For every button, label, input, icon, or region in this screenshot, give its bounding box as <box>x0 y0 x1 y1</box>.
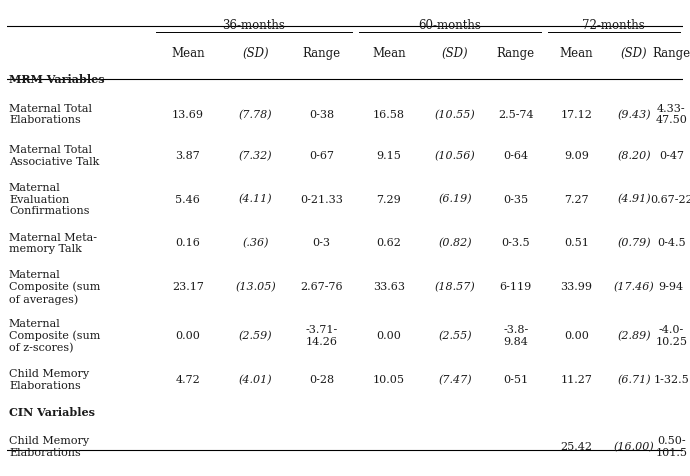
Text: Range: Range <box>302 47 340 60</box>
Text: 9.15: 9.15 <box>377 151 402 161</box>
Text: (6.71): (6.71) <box>618 375 651 385</box>
Text: 0-4.5: 0-4.5 <box>657 238 686 248</box>
Text: Mean: Mean <box>372 47 406 60</box>
Text: (16.00): (16.00) <box>613 442 654 452</box>
Text: (13.05): (13.05) <box>235 282 276 292</box>
Text: 13.69: 13.69 <box>172 109 204 119</box>
Text: Range: Range <box>497 47 535 60</box>
Text: 16.58: 16.58 <box>373 109 405 119</box>
Text: (4.91): (4.91) <box>618 194 651 205</box>
Text: 72-months: 72-months <box>582 19 645 31</box>
Text: 0-21.33: 0-21.33 <box>300 195 343 205</box>
Text: 0-38: 0-38 <box>308 109 334 119</box>
Text: 0.00: 0.00 <box>175 331 200 341</box>
Text: (7.32): (7.32) <box>239 150 273 161</box>
Text: 9.09: 9.09 <box>564 151 589 161</box>
Text: Maternal
Composite (sum
of averages): Maternal Composite (sum of averages) <box>9 270 100 305</box>
Text: 11.27: 11.27 <box>561 375 593 385</box>
Text: 9-94: 9-94 <box>659 282 684 292</box>
Text: 0-3: 0-3 <box>313 238 331 248</box>
Text: Maternal Total
Elaborations: Maternal Total Elaborations <box>9 104 92 125</box>
Text: (7.47): (7.47) <box>438 375 472 385</box>
Text: 0.62: 0.62 <box>377 238 402 248</box>
Text: (17.46): (17.46) <box>613 282 654 292</box>
Text: Mean: Mean <box>171 47 205 60</box>
Text: (.36): (.36) <box>242 238 268 248</box>
Text: 7.29: 7.29 <box>377 195 402 205</box>
Text: 36-months: 36-months <box>222 19 285 31</box>
Text: Maternal Total
Associative Talk: Maternal Total Associative Talk <box>9 145 99 167</box>
Text: (2.89): (2.89) <box>618 331 651 341</box>
Text: 0-67: 0-67 <box>309 151 334 161</box>
Text: 4.33-
47.50: 4.33- 47.50 <box>656 104 687 125</box>
Text: 5.46: 5.46 <box>175 195 200 205</box>
Text: (SD): (SD) <box>442 47 469 60</box>
Text: 3.87: 3.87 <box>175 151 200 161</box>
Text: (18.57): (18.57) <box>435 282 475 292</box>
Text: 7.27: 7.27 <box>564 195 589 205</box>
Text: (0.79): (0.79) <box>618 238 651 248</box>
Text: 0.16: 0.16 <box>175 238 200 248</box>
Text: (2.55): (2.55) <box>438 331 472 341</box>
Text: 10.05: 10.05 <box>373 375 405 385</box>
Text: Child Memory
Elaborations: Child Memory Elaborations <box>9 436 89 458</box>
Text: 4.72: 4.72 <box>175 375 200 385</box>
Text: Child Memory
Elaborations: Child Memory Elaborations <box>9 369 89 391</box>
Text: 17.12: 17.12 <box>561 109 593 119</box>
Text: 0-47: 0-47 <box>659 151 684 161</box>
Text: (0.82): (0.82) <box>438 238 472 248</box>
Text: 0-35: 0-35 <box>503 195 529 205</box>
Text: 1-32.5: 1-32.5 <box>653 375 689 385</box>
Text: 0.67-22: 0.67-22 <box>650 195 690 205</box>
Text: 0-3.5: 0-3.5 <box>502 238 530 248</box>
Text: 25.42: 25.42 <box>560 442 593 452</box>
Text: (4.11): (4.11) <box>239 194 273 205</box>
Text: MRM Variables: MRM Variables <box>9 74 105 86</box>
Text: 0.51: 0.51 <box>564 238 589 248</box>
Text: 0.50-
101.5: 0.50- 101.5 <box>656 436 687 458</box>
Text: (SD): (SD) <box>242 47 268 60</box>
Text: (9.43): (9.43) <box>618 109 651 120</box>
Text: 0-64: 0-64 <box>503 151 529 161</box>
Text: (2.59): (2.59) <box>239 331 273 341</box>
Text: (10.55): (10.55) <box>435 109 475 120</box>
Text: -3.8-
9.84: -3.8- 9.84 <box>503 325 529 347</box>
Text: CIN Variables: CIN Variables <box>9 407 95 418</box>
Text: (8.20): (8.20) <box>618 150 651 161</box>
Text: 60-months: 60-months <box>418 19 481 31</box>
Text: 23.17: 23.17 <box>172 282 204 292</box>
Text: 0-51: 0-51 <box>503 375 529 385</box>
Text: Maternal
Evaluation
Confirmations: Maternal Evaluation Confirmations <box>9 183 90 216</box>
Text: -4.0-
10.25: -4.0- 10.25 <box>656 325 687 347</box>
Text: 33.63: 33.63 <box>373 282 405 292</box>
Text: 0.00: 0.00 <box>564 331 589 341</box>
Text: Maternal Meta-
memory Talk: Maternal Meta- memory Talk <box>9 233 97 254</box>
Text: 0.00: 0.00 <box>377 331 402 341</box>
Text: 6-119: 6-119 <box>500 282 532 292</box>
Text: Maternal
Composite (sum
of z-scores): Maternal Composite (sum of z-scores) <box>9 319 100 353</box>
Text: (10.56): (10.56) <box>435 150 475 161</box>
Text: Range: Range <box>652 47 690 60</box>
Text: 0-28: 0-28 <box>308 375 334 385</box>
Text: 2.67-76: 2.67-76 <box>300 282 343 292</box>
Text: (7.78): (7.78) <box>239 109 273 120</box>
Text: (4.01): (4.01) <box>239 375 273 385</box>
Text: (SD): (SD) <box>621 47 647 60</box>
Text: 2.5-74: 2.5-74 <box>498 109 533 119</box>
Text: (6.19): (6.19) <box>438 194 472 205</box>
Text: Mean: Mean <box>560 47 593 60</box>
Text: -3.71-
14.26: -3.71- 14.26 <box>305 325 337 347</box>
Text: 33.99: 33.99 <box>560 282 593 292</box>
